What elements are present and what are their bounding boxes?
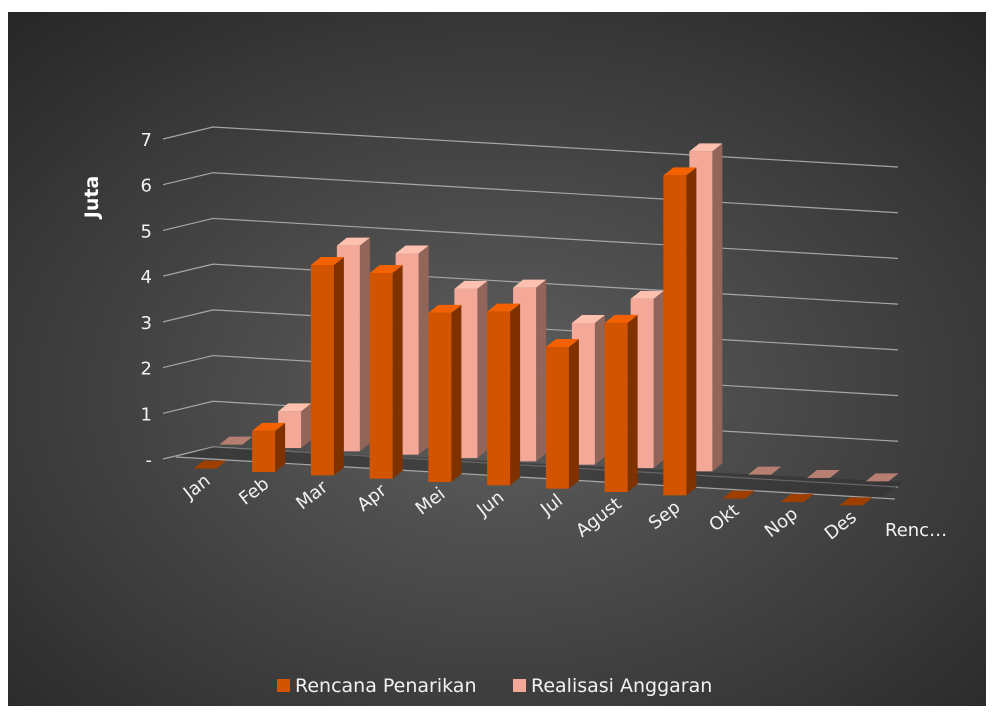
bar-front — [252, 430, 276, 472]
bar-rencana-jun — [487, 303, 521, 486]
bar-top — [336, 237, 370, 246]
bar-top — [513, 279, 547, 288]
bar-top — [722, 490, 756, 499]
bar-rencana-jan — [193, 460, 227, 469]
y-tick-label: 5 — [141, 221, 152, 242]
y-tick-label: - — [146, 450, 153, 471]
bar-side — [568, 338, 579, 489]
legend: Rencana Penarikan Realisasi Anggaran — [277, 675, 712, 697]
bar-top — [780, 494, 814, 502]
bar-rencana-mei — [428, 304, 462, 482]
bar-front — [663, 175, 687, 496]
bar-side — [451, 304, 462, 482]
bar-top — [278, 403, 312, 412]
bar-front — [487, 311, 511, 486]
y-tick-label: 1 — [141, 404, 152, 425]
bar-rencana-feb — [252, 422, 286, 472]
bar-top — [428, 304, 462, 313]
y-tick-label: 7 — [141, 130, 152, 151]
bar-top — [545, 338, 579, 347]
floor-plane — [178, 447, 903, 497]
bar-top — [193, 460, 227, 469]
bar-top — [571, 314, 605, 323]
bar-top — [748, 466, 782, 475]
legend-swatch-rencana — [277, 679, 290, 692]
y-tick-label: 4 — [141, 267, 152, 288]
bar-layer — [193, 143, 899, 506]
bar-side — [594, 314, 605, 465]
bar-front — [604, 322, 628, 492]
bar-side — [418, 245, 429, 455]
bar-side — [392, 264, 403, 479]
bar-realisasi-nop — [806, 470, 840, 478]
y-tick-labels: - 1 2 3 4 5 6 7 — [141, 130, 152, 471]
bar-top — [689, 143, 723, 152]
depth-axis-label: Renc… — [885, 520, 947, 541]
bar-side — [653, 290, 664, 468]
bar-top — [630, 290, 664, 299]
bar-rencana-okt — [722, 490, 756, 499]
bar-top — [395, 245, 429, 254]
bar-side — [712, 143, 723, 472]
bar-top — [369, 264, 403, 273]
bar-front — [428, 312, 452, 482]
bar-rencana-des — [839, 497, 873, 506]
y-tick-label: 2 — [141, 359, 152, 380]
bar-top — [663, 167, 697, 176]
bar-realisasi-des — [865, 473, 899, 482]
bar-top — [454, 280, 488, 289]
bar-side — [627, 314, 638, 492]
x-axis-line — [175, 456, 896, 500]
bar-rencana-mar — [310, 257, 344, 476]
gridline — [162, 126, 899, 168]
chart-floor — [175, 447, 903, 500]
bar-side — [510, 303, 521, 486]
legend-swatch-realisasi — [513, 679, 526, 692]
bar-rencana-nop — [780, 494, 814, 502]
bar-top — [310, 257, 344, 266]
bar-top — [604, 314, 638, 323]
bar-top — [806, 470, 840, 478]
bar-side — [333, 257, 344, 476]
bar-side — [477, 280, 488, 458]
bar-top — [865, 473, 899, 482]
bar-realisasi-okt — [748, 466, 782, 475]
bar-rencana-sep — [663, 167, 697, 496]
legend-label-realisasi: Realisasi Anggaran — [531, 675, 712, 697]
bar-top — [252, 422, 286, 431]
bar-top — [219, 436, 253, 445]
bar-top — [487, 303, 521, 312]
bar-rencana-apr — [369, 264, 403, 479]
bar-front — [545, 346, 569, 489]
y-axis-label: Juta — [81, 176, 103, 221]
bar-top — [839, 497, 873, 506]
y-tick-label: 6 — [141, 176, 152, 197]
bar-side — [301, 403, 312, 448]
bar-front — [310, 265, 334, 476]
bar-side — [275, 422, 286, 472]
bar-rencana-jul — [545, 338, 579, 489]
bar-side — [536, 279, 547, 462]
bar-front — [369, 272, 393, 479]
bar-realisasi-jan — [219, 436, 253, 445]
bar-side — [359, 237, 370, 452]
bar-rencana-agust — [604, 314, 638, 492]
y-tick-label: 3 — [141, 313, 152, 334]
bar-side — [686, 167, 697, 496]
legend-label-rencana: Rencana Penarikan — [295, 675, 477, 697]
